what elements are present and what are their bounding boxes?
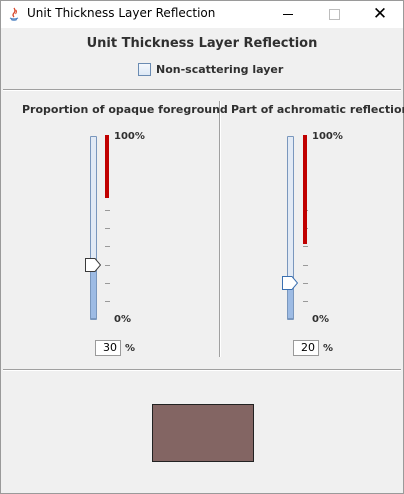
non-scattering-label: Non-scattering layer <box>156 63 284 76</box>
opaque-foreground-value-input[interactable]: 30 <box>95 340 121 356</box>
maximize-icon <box>328 9 340 20</box>
non-scattering-checkbox-row[interactable]: Non-scattering layer <box>138 63 283 76</box>
opaque-foreground-min-label: 0% <box>114 314 131 325</box>
opaque-foreground-slider-thumb[interactable] <box>85 258 101 272</box>
close-button[interactable]: ✕ <box>357 1 403 28</box>
tick-mark <box>303 301 308 302</box>
minimize-button[interactable] <box>265 1 311 28</box>
achromatic-reflection-indicator-bar <box>303 135 307 244</box>
achromatic-reflection-value-input[interactable]: 20 <box>293 340 319 356</box>
tick-mark <box>105 265 110 266</box>
opaque-foreground-unit: % <box>125 343 136 354</box>
panel-divider <box>219 101 221 357</box>
opaque-foreground-title: Proportion of opaque foreground <box>22 103 228 116</box>
title-bar: Unit Thickness Layer Reflection ✕ <box>1 1 403 28</box>
tick-mark <box>105 283 110 284</box>
achromatic-reflection-min-label: 0% <box>312 314 329 325</box>
opaque-foreground-slider-fill <box>90 265 97 319</box>
java-app-icon <box>9 7 19 21</box>
tick-mark <box>105 210 110 211</box>
achromatic-reflection-title: Part of achromatic reflection <box>231 103 404 116</box>
tick-mark <box>303 283 308 284</box>
tick-mark <box>105 301 110 302</box>
achromatic-reflection-slider-fill <box>287 283 294 319</box>
page-title: Unit Thickness Layer Reflection <box>86 36 318 51</box>
non-scattering-checkbox[interactable] <box>138 63 151 76</box>
opaque-foreground-max-label: 100% <box>114 131 145 142</box>
opaque-foreground-slider-track[interactable] <box>90 136 97 320</box>
top-divider <box>3 89 401 91</box>
close-icon: ✕ <box>372 4 388 24</box>
minimize-icon <box>283 14 293 15</box>
window-title: Unit Thickness Layer Reflection <box>27 6 216 20</box>
tick-mark <box>303 265 308 266</box>
tick-mark <box>105 246 110 247</box>
tick-mark <box>105 228 110 229</box>
tick-mark <box>303 246 308 247</box>
reflection-color-swatch <box>152 404 254 462</box>
achromatic-reflection-slider-track[interactable] <box>287 136 294 320</box>
achromatic-reflection-unit: % <box>323 343 334 354</box>
bottom-divider <box>3 369 401 371</box>
maximize-button[interactable] <box>311 1 357 28</box>
achromatic-reflection-max-label: 100% <box>312 131 343 142</box>
opaque-foreground-indicator-bar <box>105 135 109 198</box>
achromatic-reflection-slider-thumb[interactable] <box>282 276 298 290</box>
